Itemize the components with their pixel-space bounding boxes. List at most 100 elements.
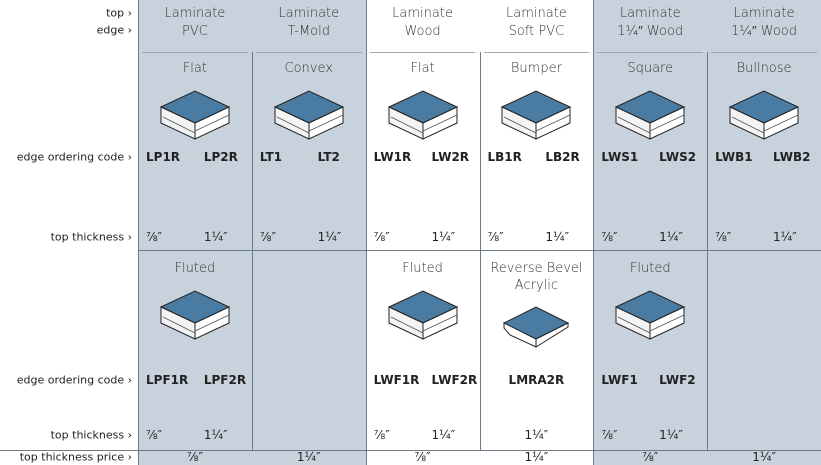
top-thickness: 1¼″ [431,230,456,244]
edge-name: Fluted [174,261,216,276]
row-label: edge ordering code › [16,373,132,387]
top-thickness: ⅞″ [259,230,276,244]
row-divider [142,52,248,53]
ordering-code: LWF2 [659,373,696,387]
column-edge: Wood [404,24,441,39]
column-bg [593,0,708,465]
edge-name: Square [627,61,674,76]
edge-name: Convex [284,61,333,76]
column-edge: PVC [182,24,208,39]
edge-icon [159,290,231,340]
column-edge: Soft PVC [508,24,565,39]
row-label: edge › [96,23,132,37]
edge-icon [387,290,458,340]
ordering-code: LW2R [431,150,470,164]
price-thickness: 1¼″ [752,450,776,464]
ordering-code: LB2R [545,150,580,164]
column-top: Laminate [506,6,567,21]
ordering-code: LWF2R [431,373,478,387]
edge-name: Fluted [629,261,671,276]
price-thickness: ⅞″ [414,450,431,464]
column-divider [365,0,367,465]
column-top: Laminate [392,6,453,21]
edge-name: Flat [182,61,207,76]
row-label: top › [106,6,132,20]
ordering-code: LW1R [373,150,412,164]
edge-name: Reverse Bevel Acrylic [490,261,583,293]
edge-name: Bumper [510,61,562,76]
top-thickness: 1¼″ [203,428,228,442]
row-divider [0,450,821,451]
top-thickness: 1¼″ [317,230,342,244]
ordering-code: LWF1R [373,373,420,387]
top-thickness: ⅞″ [146,230,163,244]
ordering-code: LWF1 [601,373,638,387]
ordering-code: LT1 [259,150,283,164]
ordering-code: LWB1 [715,150,753,164]
price-thickness: ⅞″ [642,450,659,464]
column-divider [479,52,481,450]
edge-icon [159,90,231,140]
ordering-code: LPF1R [146,373,189,387]
top-thickness: 1¼″ [659,230,683,244]
edge-name: Fluted [402,261,443,276]
edge-name: Flat [410,61,435,76]
top-thickness: ⅞″ [373,428,390,442]
edge-icon [728,90,800,140]
top-thickness: 1¼″ [524,428,549,442]
column-bg [707,0,821,465]
top-thickness: ⅞″ [715,230,732,244]
row-label: top thickness price › [19,450,132,464]
edge-icon [387,90,458,140]
top-thickness: ⅞″ [146,428,163,442]
price-thickness: 1¼″ [524,450,549,464]
ordering-code: LP2R [203,150,238,164]
column-bg [365,0,480,465]
edge-icon [501,90,572,140]
column-bg [138,0,252,465]
row-label: top thickness › [50,230,132,244]
top-thickness: ⅞″ [487,230,504,244]
top-thickness: 1¼″ [203,230,228,244]
top-thickness: ⅞″ [373,230,390,244]
ordering-code: LB1R [487,150,522,164]
ordering-code: LWB2 [773,150,811,164]
row-divider [138,250,821,251]
row-divider [483,52,590,53]
column-divider [593,0,595,465]
ordering-code: LMRA2R [508,373,565,387]
column-divider [251,52,253,450]
row-label: edge ordering code › [16,150,132,164]
column-divider [138,0,139,465]
row-divider [597,52,704,53]
top-thickness: 1¼″ [431,428,456,442]
top-thickness: ⅞″ [601,428,618,442]
column-top: Laminate [733,6,795,21]
top-thickness: 1¼″ [659,428,683,442]
edge-icon [615,90,686,140]
top-thickness: ⅞″ [601,230,618,244]
ordering-code: LPF2R [203,373,247,387]
ordering-code: LWS1 [601,150,639,164]
column-top: Laminate [164,6,226,21]
column-edge: T-Mold [287,24,330,39]
ordering-code: LT2 [317,150,340,164]
column-edge: 1¼″ Wood [617,24,684,39]
ordering-code: LP1R [146,150,181,164]
edge-icon [503,306,570,348]
column-divider [707,52,709,450]
column-edge: 1¼″ Wood [731,24,797,39]
edge-icon [273,90,344,140]
row-divider [369,52,476,53]
edge-icon [615,290,686,340]
ordering-code: LWS2 [659,150,697,164]
row-divider [711,52,817,53]
price-thickness: ⅞″ [186,450,203,464]
top-thickness: 1¼″ [545,230,570,244]
row-label: top thickness › [50,428,132,442]
price-thickness: 1¼″ [296,450,321,464]
column-bg [251,0,366,465]
top-thickness: 1¼″ [773,230,797,244]
column-bg [479,0,594,465]
